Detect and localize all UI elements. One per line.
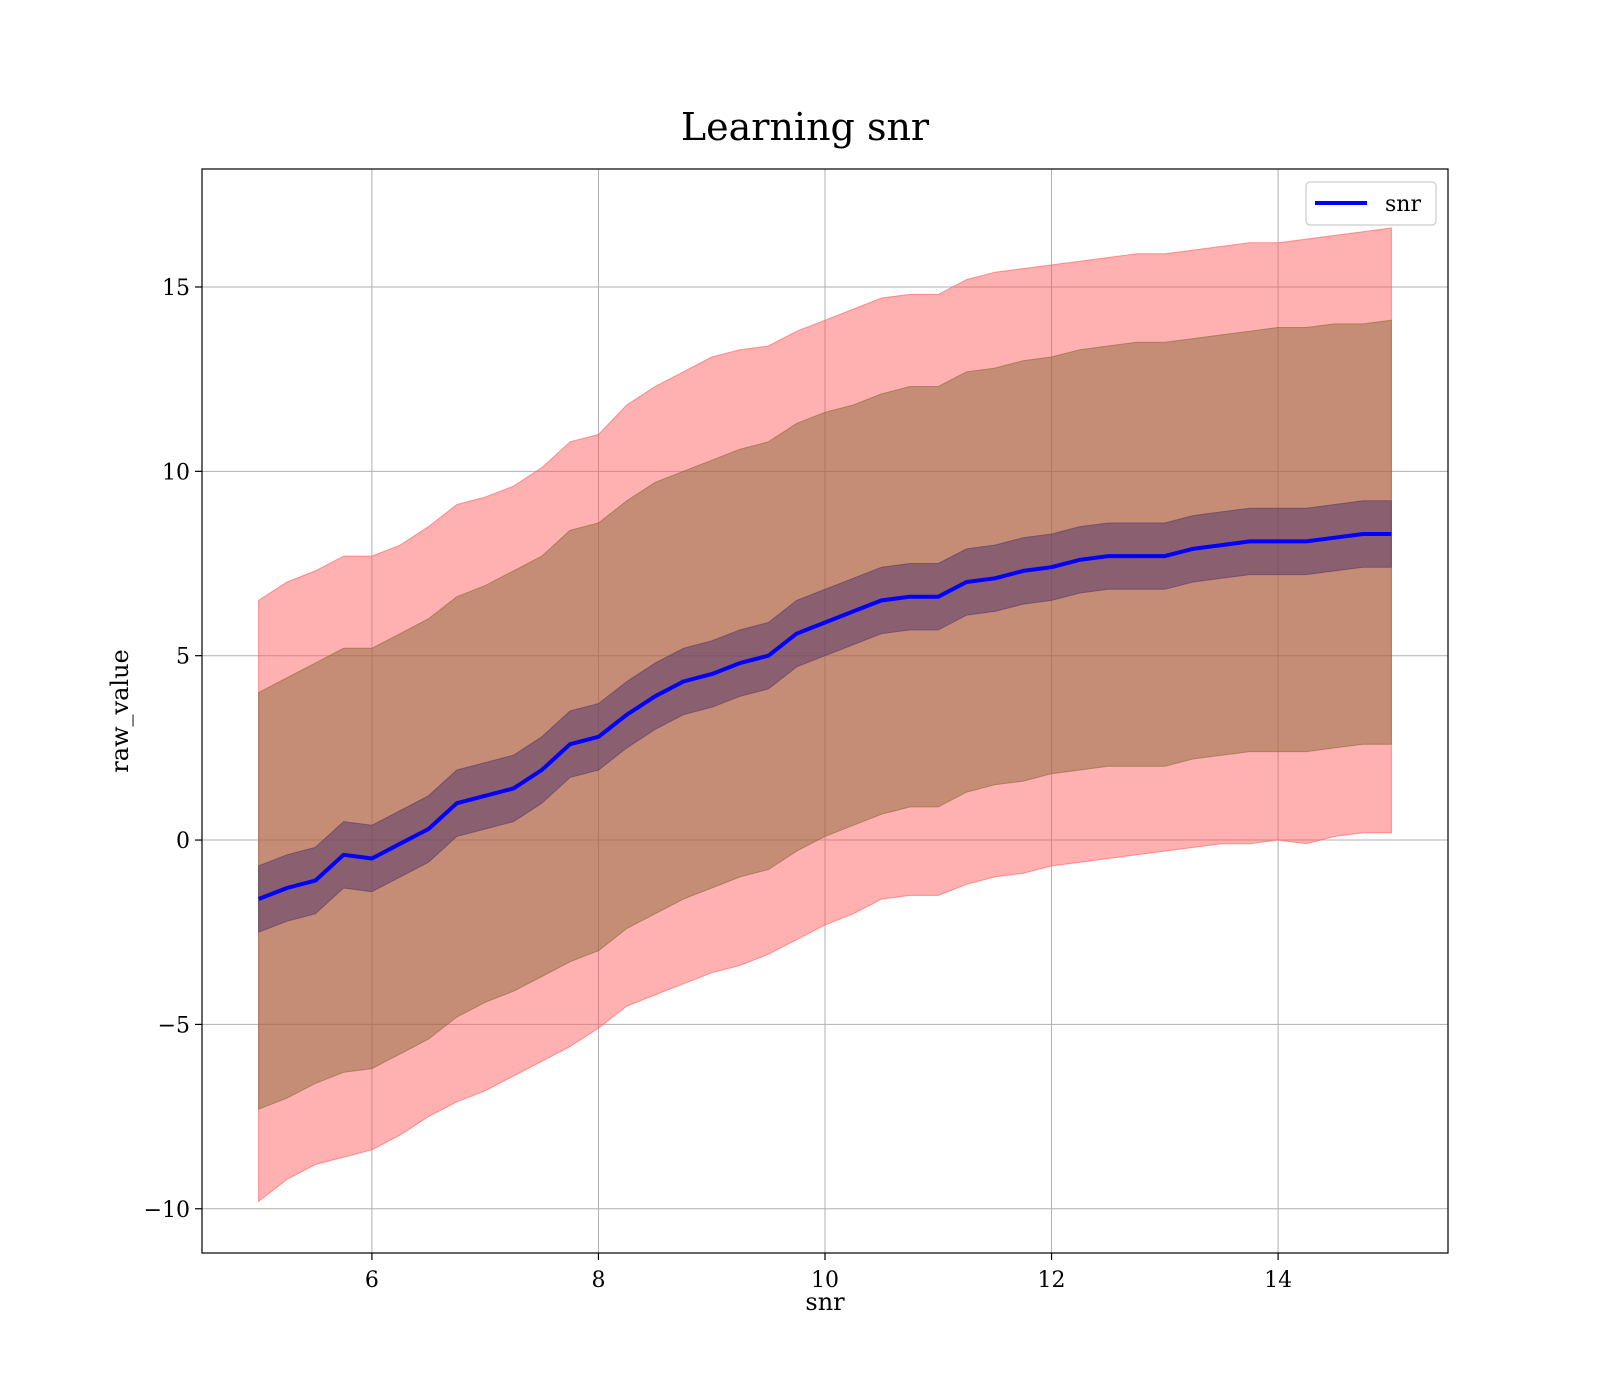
x-tick-label: 8 <box>591 1268 605 1293</box>
series-line-snr <box>257 532 1392 901</box>
series-lines <box>257 532 1392 901</box>
y-tick-label: −10 <box>144 1198 190 1223</box>
legend-label-snr: snr <box>1385 192 1421 217</box>
x-tick-label: 10 <box>811 1268 839 1293</box>
y-tick-label: 5 <box>176 645 190 670</box>
inner-band <box>258 500 1392 933</box>
middle-band <box>258 319 1392 1110</box>
chart-title: Learning snr <box>681 105 930 149</box>
y-tick-label: 15 <box>162 276 190 301</box>
y-tick-label: 10 <box>162 460 190 485</box>
x-axis-title: snr <box>805 1288 845 1316</box>
legend: snr <box>1305 181 1437 226</box>
x-tick-label: 12 <box>1038 1268 1066 1293</box>
x-tick-label: 14 <box>1264 1268 1292 1293</box>
legend-box <box>1305 181 1437 226</box>
axis-ticks: 6 8 10 12 14 −10 −5 0 5 10 15 <box>144 276 1293 1293</box>
y-tick-label: −5 <box>158 1013 190 1038</box>
x-tick-label: 6 <box>365 1268 379 1293</box>
y-axis-title: raw_value <box>106 649 134 773</box>
confidence-bands <box>258 227 1392 1203</box>
y-tick-label: 0 <box>176 829 190 854</box>
